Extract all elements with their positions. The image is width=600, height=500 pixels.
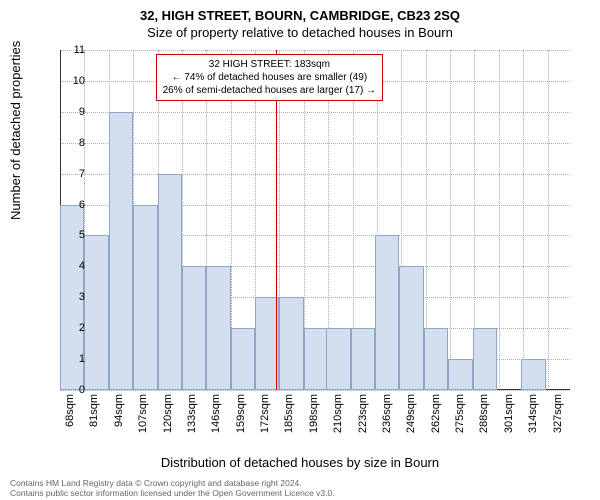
histogram-bar <box>399 266 423 390</box>
xtick-label: 68sqm <box>64 394 76 427</box>
info-box: 32 HIGH STREET: 183sqm← 74% of detached … <box>156 54 383 101</box>
reference-line <box>276 50 277 390</box>
footer-line1: Contains HM Land Registry data © Crown c… <box>10 478 302 488</box>
histogram-bar <box>521 359 545 390</box>
ytick-label: 11 <box>74 44 85 56</box>
histogram-bar <box>424 328 448 390</box>
plot-area: 32 HIGH STREET: 183sqm← 74% of detached … <box>60 50 570 390</box>
xtick-label: 236sqm <box>381 394 393 433</box>
gridline-h <box>60 50 570 51</box>
xtick-label: 159sqm <box>235 394 247 433</box>
x-axis-label: Distribution of detached houses by size … <box>0 455 600 470</box>
histogram-bar <box>231 328 255 390</box>
chart-container: 32, HIGH STREET, BOURN, CAMBRIDGE, CB23 … <box>0 0 600 500</box>
info-line1: 32 HIGH STREET: 183sqm <box>163 58 376 71</box>
xtick-label: 133sqm <box>186 394 198 433</box>
ytick-label: 3 <box>79 291 85 303</box>
info-line2: ← 74% of detached houses are smaller (49… <box>163 71 376 84</box>
histogram-bar <box>182 266 206 390</box>
ytick-label: 7 <box>79 168 85 180</box>
histogram-bar <box>304 328 328 390</box>
gridline-h <box>60 143 570 144</box>
gridline-v <box>548 50 549 390</box>
footer-line2: Contains public sector information licen… <box>10 488 335 498</box>
xtick-label: 185sqm <box>283 394 295 433</box>
histogram-bar <box>448 359 472 390</box>
xtick-label: 249sqm <box>405 394 417 433</box>
histogram-bar <box>473 328 497 390</box>
xtick-label: 81sqm <box>88 394 100 427</box>
gridline-v <box>499 50 500 390</box>
gridline-v <box>450 50 451 390</box>
histogram-bar <box>109 112 133 390</box>
xtick-label: 146sqm <box>210 394 222 433</box>
histogram-bar <box>84 235 108 390</box>
xtick-label: 314sqm <box>527 394 539 433</box>
ytick-label: 9 <box>79 106 85 118</box>
xtick-label: 94sqm <box>113 394 125 427</box>
xtick-label: 301sqm <box>503 394 515 433</box>
xtick-label: 120sqm <box>162 394 174 433</box>
xtick-label: 198sqm <box>308 394 320 433</box>
xtick-label: 327sqm <box>552 394 564 433</box>
gridline-h <box>60 112 570 113</box>
xtick-label: 288sqm <box>478 394 490 433</box>
histogram-bar <box>351 328 375 390</box>
histogram-bar <box>158 174 182 390</box>
xtick-label: 172sqm <box>259 394 271 433</box>
xtick-label: 262sqm <box>430 394 442 433</box>
info-line3: 26% of semi-detached houses are larger (… <box>163 84 376 97</box>
y-axis-label: Number of detached properties <box>8 41 23 220</box>
xtick-label: 210sqm <box>332 394 344 433</box>
histogram-bar <box>206 266 230 390</box>
page-subtitle: Size of property relative to detached ho… <box>0 23 600 40</box>
page-title: 32, HIGH STREET, BOURN, CAMBRIDGE, CB23 … <box>0 0 600 23</box>
xtick-label: 107sqm <box>137 394 149 433</box>
histogram-bar <box>375 235 399 390</box>
ytick-label: 1 <box>79 353 85 365</box>
ytick-label: 0 <box>79 384 85 396</box>
ytick-label: 8 <box>79 137 85 149</box>
histogram-bar <box>279 297 303 390</box>
gridline-v <box>523 50 524 390</box>
ytick-label: 5 <box>79 229 85 241</box>
gridline-h <box>60 174 570 175</box>
ytick-label: 4 <box>79 260 85 272</box>
xtick-label: 223sqm <box>357 394 369 433</box>
xtick-label: 275sqm <box>454 394 466 433</box>
histogram-bar <box>326 328 350 390</box>
ytick-label: 10 <box>73 75 85 87</box>
histogram-bar <box>133 205 157 390</box>
ytick-label: 2 <box>79 322 85 334</box>
gridline-h <box>60 390 570 391</box>
ytick-label: 6 <box>79 199 85 211</box>
footer-text: Contains HM Land Registry data © Crown c… <box>10 478 590 498</box>
